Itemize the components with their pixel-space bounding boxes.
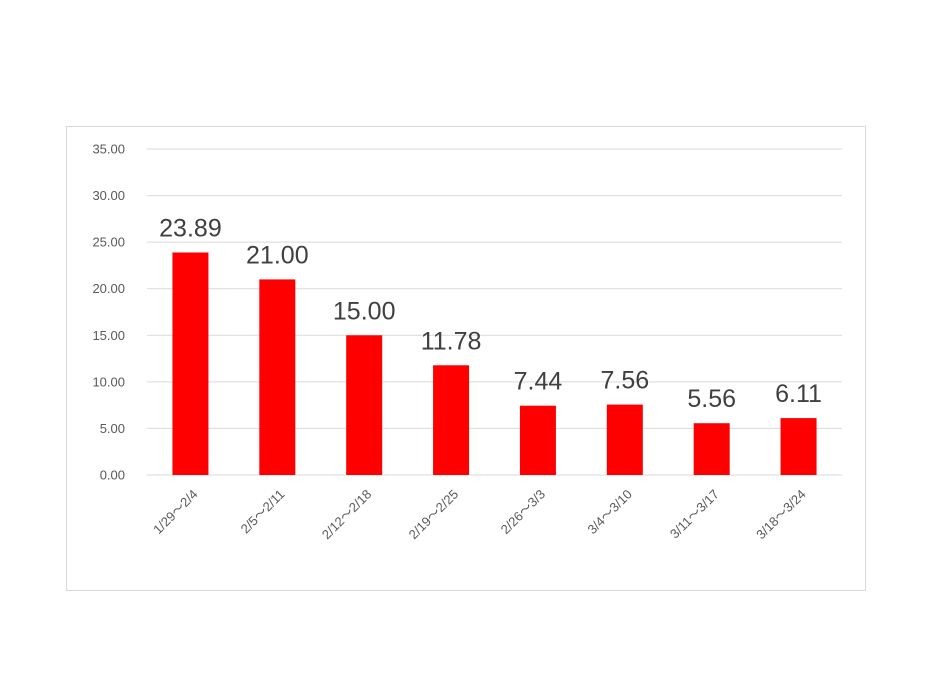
y-tick-label: 0.00 <box>100 468 125 483</box>
x-tick-label: 2/26～3/3 <box>498 487 548 537</box>
y-tick-label: 15.00 <box>92 328 125 343</box>
bar <box>519 405 556 475</box>
y-tick-label: 10.00 <box>92 374 125 389</box>
bar <box>259 279 296 475</box>
data-labels: 23.89 21.00 15.00 11.78 7.44 7.56 5.56 6.11 <box>159 214 822 413</box>
bar-chart: 0.00 5.00 10.00 15.00 20.00 25.00 30.00 35.00 2… <box>92 142 842 543</box>
data-label: 15.00 <box>333 297 396 325</box>
data-label: 21.00 <box>246 241 309 269</box>
x-tick-label: 2/12～2/18 <box>319 487 375 543</box>
x-tick-label: 1/29～2/4 <box>150 487 200 537</box>
chart-frame: 0.00 5.00 10.00 15.00 20.00 25.00 30.00 35.00 2… <box>66 126 866 591</box>
x-tick-label: 2/5～2/11 <box>238 487 288 537</box>
data-label: 5.56 <box>687 385 736 413</box>
x-tick-label: 3/4～3/10 <box>584 487 634 537</box>
y-tick-label: 5.00 <box>100 421 125 436</box>
x-axis-ticks: 1/29～2/4 2/5～2/11 2/12～2/18 2/19～2/25 2/26～3… <box>150 487 809 543</box>
y-tick-label: 25.00 <box>92 235 125 250</box>
bar <box>693 423 730 475</box>
data-label: 23.89 <box>159 214 222 242</box>
x-tick-label: 2/19～2/25 <box>406 487 462 543</box>
y-axis-ticks: 0.00 5.00 10.00 15.00 20.00 25.00 30.00 35.00 <box>92 142 125 483</box>
data-label: 7.56 <box>600 367 649 395</box>
y-tick-label: 30.00 <box>92 188 125 203</box>
bar <box>172 252 209 475</box>
bar <box>433 365 470 475</box>
data-label: 11.78 <box>421 327 482 355</box>
gridlines <box>147 148 842 476</box>
bar <box>780 418 817 475</box>
bars <box>172 252 817 475</box>
data-label: 6.11 <box>775 380 822 408</box>
bar <box>346 335 383 475</box>
bar <box>606 404 643 475</box>
y-tick-label: 20.00 <box>92 281 125 296</box>
y-tick-label: 35.00 <box>92 142 125 157</box>
data-label: 7.44 <box>514 368 563 396</box>
x-tick-label: 3/11～3/17 <box>667 487 722 542</box>
x-tick-label: 3/18～3/24 <box>753 487 809 543</box>
